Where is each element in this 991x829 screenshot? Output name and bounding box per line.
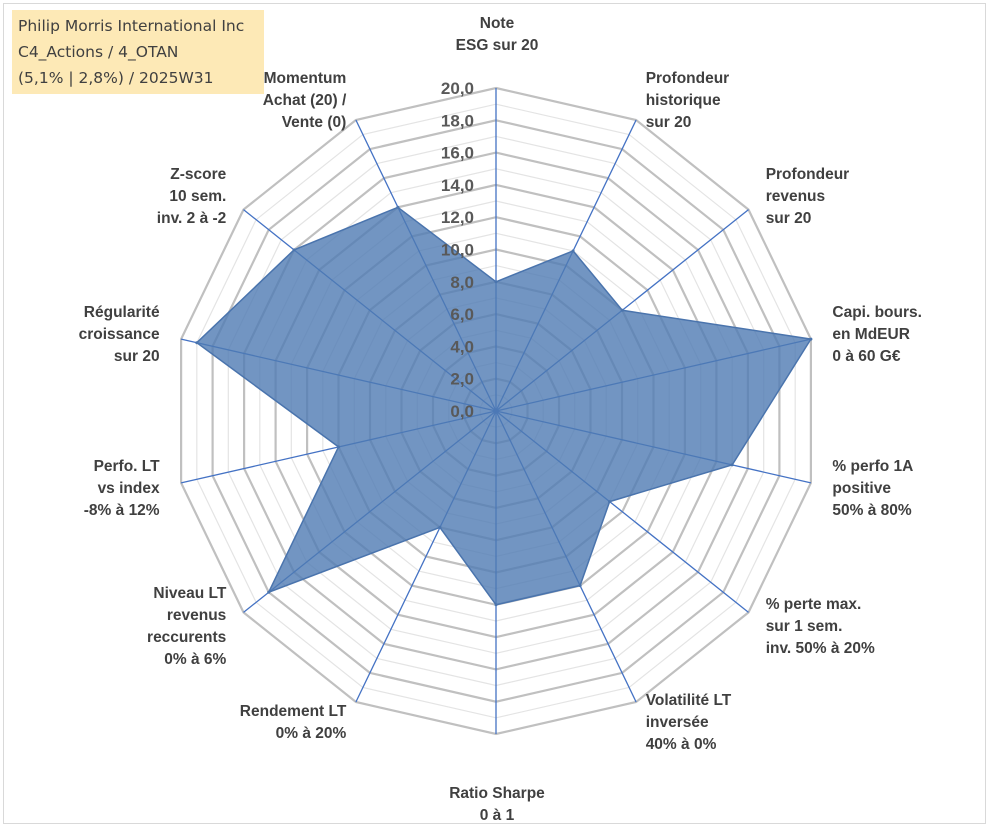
tick-label: 2,0	[450, 370, 474, 389]
axis-label-line: sur 20	[646, 114, 692, 131]
axis-label: Volatilité LT inversée 40% à 0%	[646, 692, 732, 753]
data-point	[438, 525, 442, 529]
stats-text: (5,1% | 2,8%) / 2025W31	[18, 69, 214, 87]
axis-label-line: inversée	[646, 714, 709, 731]
axis-label-line: 40% à 0%	[646, 736, 717, 753]
axis-label-line: Note	[480, 15, 515, 32]
axis-label-line: % perfo 1A	[832, 458, 913, 475]
axis-label-line: 0% à 6%	[164, 651, 226, 668]
tick-label: 10,0	[441, 241, 474, 260]
axis-label-line: % perte max.	[766, 596, 862, 613]
data-point	[494, 280, 498, 284]
axis-label: Note ESG sur 20	[456, 15, 539, 54]
axis-label: Perfo. LT vs index -8% à 12%	[84, 458, 160, 519]
axis-label-line: positive	[832, 480, 891, 497]
axis-label: Profondeur revenus sur 20	[766, 166, 850, 227]
tick-label: 8,0	[450, 273, 474, 292]
axis-label: % perte max. sur 1 sem. inv. 50% à 20%	[766, 596, 875, 657]
data-point	[267, 590, 271, 594]
axis-label-line: -8% à 12%	[84, 502, 160, 519]
axis-label-line: 0% à 20%	[276, 725, 347, 742]
radar-tick-labels: 0,0 2,0 4,0 6,0 8,0 10,0 12,0 14,0 16,0 18,0 20,0	[441, 79, 474, 421]
tick-label: 4,0	[450, 337, 474, 356]
tick-label: 20,0	[441, 79, 474, 98]
info-box: Philip Morris International Inc C4_Actio…	[12, 10, 264, 94]
axis-label-line: 0 à 60 G€	[832, 348, 900, 365]
data-point	[396, 205, 400, 209]
tick-label: 16,0	[441, 144, 474, 163]
data-point	[620, 308, 624, 312]
axis-label-line: Régularité	[84, 304, 160, 321]
data-point	[608, 500, 612, 504]
axis-label-line: Profondeur	[646, 70, 730, 87]
axis-label: Z-score 10 sem. inv. 2 à -2	[157, 166, 227, 227]
axis-label-line: Ratio Sharpe	[449, 785, 545, 802]
axis-label-line: croissance	[79, 326, 160, 343]
axis-label-line: inv. 50% à 20%	[766, 640, 875, 657]
data-point	[337, 445, 340, 449]
axis-label-line: Rendement LT	[240, 703, 347, 720]
tick-label: 12,0	[441, 208, 474, 227]
tick-label: 6,0	[450, 305, 474, 324]
radar-series	[195, 205, 813, 607]
axis-label-line: Achat (20) /	[263, 92, 347, 109]
axis-label: Ratio Sharpe 0 à 1	[449, 785, 545, 824]
axis-label-line: sur 20	[766, 210, 812, 227]
axis-label-line: Volatilité LT	[646, 692, 732, 709]
axis-label-line: revenus	[167, 607, 226, 624]
axis-label: % perfo 1A positive 50% à 80%	[832, 458, 913, 519]
data-point	[578, 584, 582, 588]
tick-label: 14,0	[441, 176, 474, 195]
data-point	[571, 249, 575, 253]
axis-label-line: ESG sur 20	[456, 37, 539, 54]
data-point	[494, 603, 498, 607]
data-point	[809, 337, 813, 341]
axis-label: Capi. bours. en MdEUR 0 à 60 G€	[832, 304, 922, 365]
axis-label-line: Z-score	[170, 166, 226, 183]
axis-label-line: 10 sem.	[169, 188, 226, 205]
axis-label-line: Capi. bours.	[832, 304, 922, 321]
axis-label: Niveau LT revenus reccurents 0% à 6%	[147, 585, 227, 668]
data-point	[730, 463, 734, 467]
company-name: Philip Morris International Inc	[18, 17, 245, 35]
axis-label-line: sur 20	[114, 348, 160, 365]
axis-label-line: en MdEUR	[832, 326, 910, 343]
tick-label: 0,0	[450, 402, 474, 421]
axis-label-line: inv. 2 à -2	[157, 210, 227, 227]
tick-label: 18,0	[441, 111, 474, 130]
axis-label: Régularité croissance sur 20	[79, 304, 160, 365]
axis-label-line: sur 1 sem.	[766, 618, 843, 635]
data-point	[292, 248, 296, 252]
data-point	[195, 341, 199, 345]
axis-label: Rendement LT 0% à 20%	[240, 703, 347, 742]
axis-label-line: Vente (0)	[282, 114, 347, 131]
axis-label-line: 50% à 80%	[832, 502, 911, 519]
axis-label-line: reccurents	[147, 629, 226, 646]
axis-label-line: 0 à 1	[480, 807, 515, 824]
axis-label-line: Perfo. LT	[94, 458, 161, 475]
axis-label: Momentum Achat (20) / Vente (0)	[263, 70, 347, 131]
radar-axis-labels: Note ESG sur 20 Profondeur historique sur 20…	[79, 15, 922, 824]
axis-label-line: vs index	[98, 480, 160, 497]
axis-label-line: Profondeur	[766, 166, 850, 183]
axis-label-line: revenus	[766, 188, 825, 205]
axis-label-line: Niveau LT	[153, 585, 226, 602]
axis-label-line: Momentum	[264, 70, 347, 87]
axis-label-line: historique	[646, 92, 721, 109]
category-text: C4_Actions / 4_OTAN	[18, 43, 179, 61]
axis-label: Profondeur historique sur 20	[646, 70, 730, 131]
